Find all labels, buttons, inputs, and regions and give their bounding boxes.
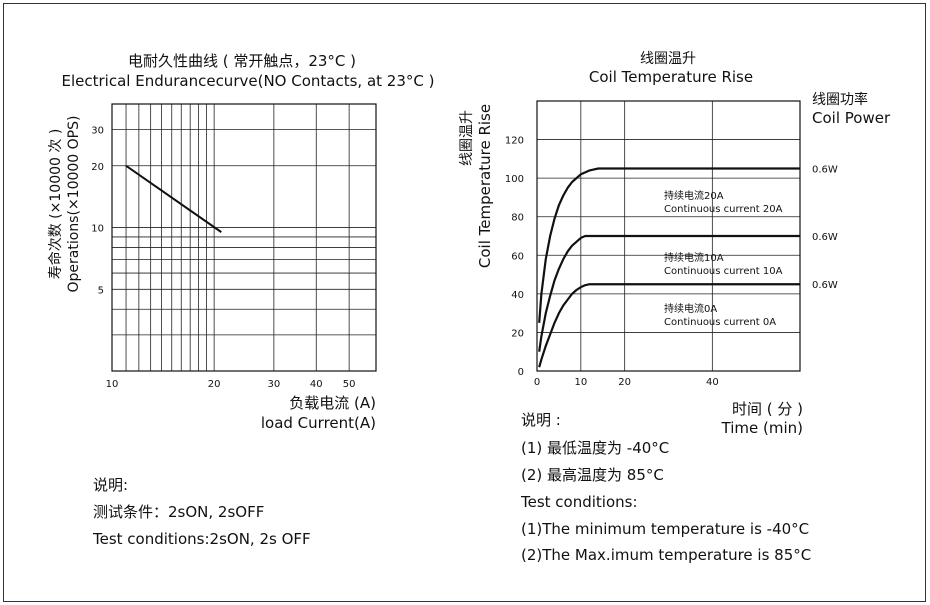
left-endurance-line	[125, 164, 222, 233]
left-chart-ylabel-en: Operations(×10000 OPS)	[66, 116, 82, 293]
right-note-min-temp-en: (1)The minimum temperature is -40°C	[521, 520, 810, 538]
left-chart-title-cn: 电耐久性曲线 ( 常开触点，23°C )	[128, 52, 356, 70]
left-x-tick-label: 40	[310, 379, 323, 390]
left-note-heading: 说明:	[93, 476, 129, 494]
right-y-tick-label: 20	[511, 328, 524, 339]
right-y-tick-label: 60	[511, 251, 524, 262]
right-chart-title-cn: 线圈温升	[640, 51, 696, 67]
left-y-tick-label: 30	[91, 126, 104, 137]
left-y-tick-label: 10	[91, 224, 104, 235]
right-y-tick-label: 120	[505, 136, 524, 147]
right-note-max-temp-en: (2)The Max.imum temperature is 85°C	[521, 546, 812, 564]
left-x-tick-label: 50	[343, 379, 356, 390]
right-series-label-en: Continuous current 0A	[664, 317, 776, 328]
left-chart-xlabel-en: load Current(A)	[261, 414, 376, 432]
left-chart-ylabel-cn: 寿命次数 (×10000 次 )	[47, 129, 64, 280]
right-note-min-temp-cn: (1) 最低温度为 -40°C	[521, 439, 670, 457]
right-series-power-label: 0.6W	[812, 165, 838, 176]
right-series-label-en: Continuous current 20A	[664, 204, 783, 215]
page-frame	[3, 3, 926, 602]
right-series-power-label: 0.6W	[812, 232, 838, 243]
right-series-line	[538, 283, 800, 368]
right-chart-ylabel-cn: 线圈温升	[459, 110, 475, 166]
right-x-tick-label: 40	[706, 377, 719, 388]
right-y-tick-label: 0	[518, 367, 524, 378]
right-note-test-conditions: Test conditions:	[521, 493, 638, 511]
right-x-tick-label: 20	[618, 377, 631, 388]
left-x-tick-label: 10	[106, 379, 119, 390]
right-y-tick-label: 100	[505, 174, 524, 185]
left-plot-frame	[111, 103, 377, 372]
right-chart-xlabel-en: Time (min)	[721, 419, 803, 437]
left-y-tick-label: 5	[98, 285, 104, 296]
left-y-tick-label: 20	[91, 162, 104, 173]
right-chart-ylabel-en: Coil Temperature Rise	[476, 104, 494, 268]
right-chart-title-en: Coil Temperature Rise	[589, 68, 753, 86]
left-x-tick-label: 30	[268, 379, 281, 390]
right-y-tick-label: 80	[511, 213, 524, 224]
right-series-line	[538, 234, 800, 352]
left-note-test-conditions-en: Test conditions:2sON, 2s OFF	[93, 530, 311, 548]
right-x-tick-label: 10	[574, 377, 587, 388]
left-chart-title-en: Electrical Endurancecurve(NO Contacts, a…	[62, 72, 435, 90]
right-note-max-temp-cn: (2) 最高温度为 85°C	[521, 466, 664, 484]
coil-power-label-en: Coil Power	[812, 109, 891, 127]
left-note-test-conditions-cn: 测试条件：2sON, 2sOFF	[93, 503, 265, 521]
right-note-heading: 说明 :	[521, 411, 561, 429]
right-chart-xlabel-cn: 时间 ( 分 )	[732, 400, 803, 418]
right-chart-plot: 0 10 20 40 0 20 40 60 80 100 120 0.6W 持续电流20A Continu…	[505, 100, 838, 388]
right-series-label-cn: 持续电流0A	[664, 302, 717, 315]
right-series-power-label: 0.6W	[812, 280, 838, 291]
left-chart-plot: 10 20 30 40 50 5 10 20 30	[91, 103, 377, 390]
coil-power-label-cn: 线圈功率	[812, 91, 868, 108]
right-series-label-en: Continuous current 10A	[664, 266, 783, 277]
left-x-tick-label: 20	[208, 379, 221, 390]
left-chart-xlabel-cn: 负载电流 (A)	[289, 394, 376, 412]
right-series-line	[538, 167, 800, 323]
right-series-label-cn: 持续电流20A	[664, 189, 724, 202]
right-x-tick-label: 0	[534, 377, 540, 388]
right-series-label-cn: 持续电流10A	[664, 251, 724, 264]
right-y-tick-label: 40	[511, 290, 524, 301]
